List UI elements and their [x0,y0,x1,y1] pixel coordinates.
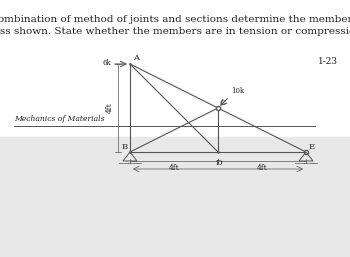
Text: D: D [216,159,222,167]
Text: 6k: 6k [102,59,111,67]
Text: E: E [309,143,315,151]
Text: C: C [220,99,226,107]
Text: 4ft: 4ft [169,164,179,172]
Bar [0,137,350,257]
Text: 1-23: 1-23 [318,58,338,67]
Text: 4ft: 4ft [257,164,267,172]
Text: A: A [133,54,139,62]
Bar [0,0,350,137]
Text: 1.6 Using a combination of method of joints and sections determine the member fo: 1.6 Using a combination of method of joi… [0,15,350,36]
Text: Mechanics of Materials: Mechanics of Materials [14,115,105,123]
Text: B: B [122,143,128,151]
Text: 10k: 10k [231,87,244,95]
Text: 4ft: 4ft [106,103,114,113]
